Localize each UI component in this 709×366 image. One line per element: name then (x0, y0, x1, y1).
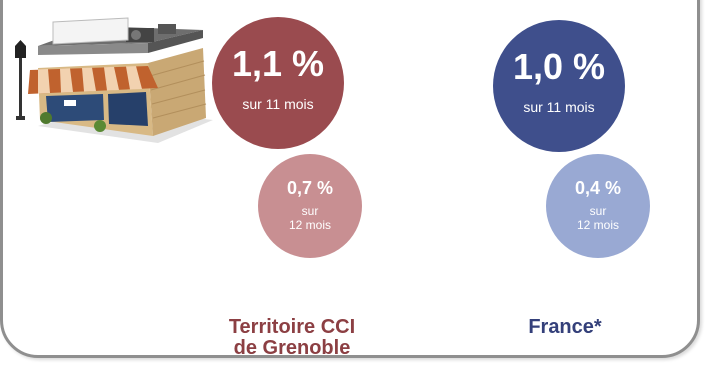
france-12-month-period-line2: 12 mois (576, 218, 620, 232)
france-12-month-bubble: 0,4 % sur 12 mois (546, 154, 650, 258)
france-12-month-period-line1: sur (589, 204, 607, 219)
france-11-month-period: sur 11 mois (523, 98, 595, 115)
grenoble-12-month-period-line2: 12 mois (288, 218, 332, 232)
grenoble-11-month-value: 1,1 % (231, 42, 325, 84)
france-11-month-bubble: 1,0 % sur 11 mois (493, 20, 625, 152)
grenoble-11-month-bubble: 1,1 % sur 11 mois (212, 17, 344, 149)
grenoble-label-line2: de Grenoble (233, 337, 351, 359)
grenoble-11-month-period: sur 11 mois (242, 95, 314, 112)
grenoble-label-line1: Territoire CCI (228, 316, 356, 338)
grenoble-12-month-period-line1: sur (301, 204, 319, 219)
france-11-month-value: 1,0 % (512, 45, 606, 87)
france-label: France* (528, 316, 602, 338)
grenoble-12-month-bubble: 0,7 % sur 12 mois (258, 154, 362, 258)
france-12-month-value: 0,4 % (574, 178, 622, 199)
shop-storefront-icon (15, 17, 213, 143)
grenoble-12-month-value: 0,7 % (286, 178, 334, 199)
grenoble-label: Territoire CCI de Grenoble (212, 317, 372, 359)
